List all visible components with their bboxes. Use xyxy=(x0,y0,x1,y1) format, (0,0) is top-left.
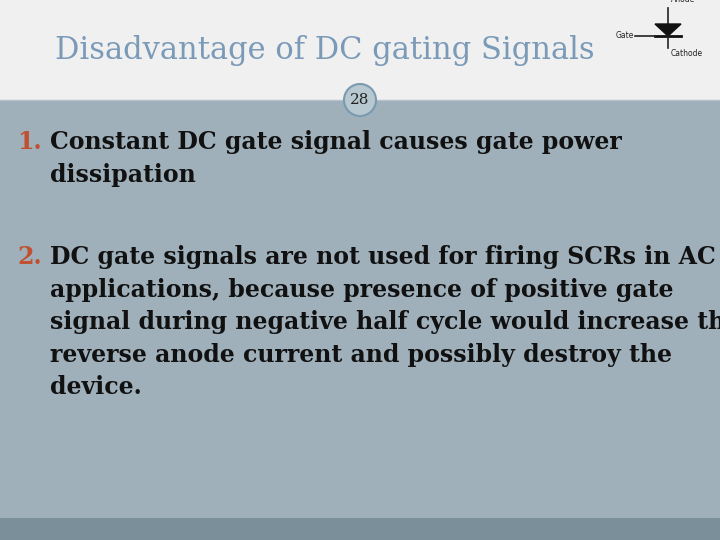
Text: Constant DC gate signal causes gate power
dissipation: Constant DC gate signal causes gate powe… xyxy=(50,130,622,186)
Circle shape xyxy=(344,84,376,116)
Bar xyxy=(0,100,720,518)
Text: Anode: Anode xyxy=(671,0,696,4)
Bar xyxy=(0,518,720,540)
Text: 28: 28 xyxy=(351,93,369,107)
Text: DC gate signals are not used for firing SCRs in AC
applications, because presenc: DC gate signals are not used for firing … xyxy=(50,245,720,399)
Text: 1.: 1. xyxy=(17,130,42,154)
Text: Disadvantage of DC gating Signals: Disadvantage of DC gating Signals xyxy=(55,35,595,65)
Text: Cathode: Cathode xyxy=(671,49,703,58)
Polygon shape xyxy=(655,24,681,36)
Bar xyxy=(0,0,720,100)
Text: Gate: Gate xyxy=(616,31,634,40)
Text: 2.: 2. xyxy=(17,245,42,269)
